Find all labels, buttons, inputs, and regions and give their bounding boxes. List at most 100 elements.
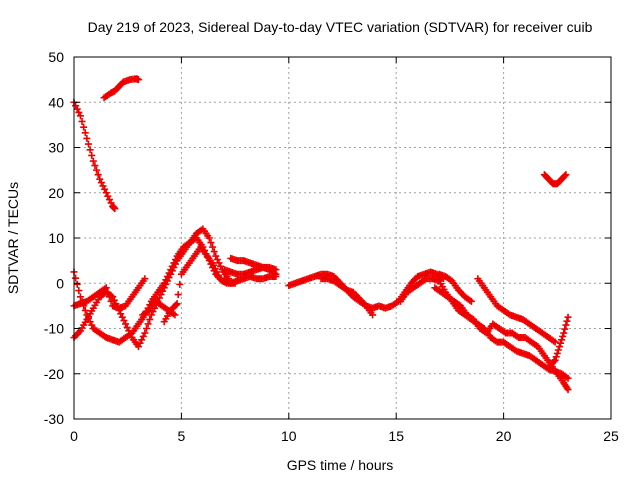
data-point-marker [120,317,128,325]
data-point-marker [173,300,181,308]
data-point-marker [551,356,559,364]
data-point-marker [176,280,184,288]
data-point-marker [144,320,152,328]
data-point-marker [76,293,84,301]
x-tick-label: 5 [178,428,186,444]
data-point-marker [93,166,101,174]
data-point-marker [561,325,569,333]
y-tick-label: -30 [44,411,64,427]
data-point-marker [83,134,91,142]
data-point-marker [105,196,113,204]
data-point-marker [84,140,92,148]
data-point-marker [72,274,80,282]
data-point-marker [117,310,125,318]
data-point-marker [555,343,563,351]
series-track-3 [540,171,570,188]
data-point-marker [118,313,126,321]
data-point-marker [78,117,86,125]
series-track-12 [317,275,377,319]
data-point-marker [99,182,107,190]
x-axis-label: GPS time / hours [287,457,394,473]
chart-title: Day 219 of 2023, Sidereal Day-to-day VTE… [88,19,593,35]
data-point-marker [467,297,475,305]
data-point-marker [86,146,94,154]
data-point-marker [94,171,102,179]
grid-lines [74,57,611,419]
data-point-marker [111,205,119,213]
series-track-16 [474,275,559,346]
data-point-marker [88,151,96,159]
data-point-marker [104,288,112,296]
y-tick-label: 30 [48,140,64,156]
x-tick-label: 10 [281,428,297,444]
data-point-marker [553,349,561,357]
data-point-marker [105,293,113,301]
data-point-marker [104,192,112,200]
y-tick-label: 10 [48,230,64,246]
data-point-marker [97,179,105,187]
y-tick-label: 20 [48,185,64,201]
data-point-marker [564,386,572,394]
data-point-marker [75,108,83,116]
axis-ticks: 0 5 10 15 20 25 -30 -20 -10 0 10 20 30 40 50 [44,49,619,444]
data-point-marker [207,239,215,247]
data-point-marker [134,76,142,84]
data-point-marker [142,325,150,332]
data-point-marker [550,357,558,365]
data-point-marker [564,374,572,382]
data-point-marker [139,332,147,340]
y-tick-label: 40 [48,94,64,110]
x-tick-label: 25 [603,428,619,444]
data-point-marker [101,185,109,193]
data-point-marker [562,321,570,329]
data-point-marker [213,255,221,263]
data-point-marker [146,315,154,323]
y-axis-label: SDTVAR / TECUs [5,182,21,294]
data-point-marker [551,338,559,346]
data-point-marker [552,353,560,361]
data-point-marker [75,287,83,295]
y-tick-label: -10 [44,321,64,337]
data-point-marker [102,189,110,197]
data-point-marker [76,112,84,120]
data-point-marker [560,329,568,337]
data-point-marker [138,336,146,344]
data-point-marker [141,329,149,337]
data-point-marker [559,332,567,340]
data-point-marker [80,123,88,131]
data-point-marker [272,266,280,274]
series-track-10 [227,254,280,274]
x-tick-label: 15 [388,428,404,444]
data-point-marker [72,102,80,110]
data-point-marker [205,234,213,242]
data-point-marker [107,297,115,305]
series-track-17 [547,313,572,369]
data-point-marker [564,313,572,321]
data-point-marker [123,323,131,331]
data-point-marker [96,175,104,183]
series-track-6 [70,275,149,312]
y-tick-label: 50 [48,49,64,65]
data-point-marker [73,280,81,288]
data-point-marker [557,339,565,347]
data-point-marker [81,306,89,314]
data-point-marker [562,171,570,179]
data-point-marker [210,248,218,256]
series-track-1 [70,98,119,213]
data-point-marker [369,311,377,319]
series-track-2 [100,75,142,102]
x-tick-label: 20 [496,428,512,444]
data-point-marker [212,252,220,260]
data-point-marker [91,162,99,170]
data-point-marker [209,243,217,251]
data-point-marker [81,129,89,137]
y-tick-label: 0 [56,275,64,291]
data-point-marker [563,317,571,325]
series-track-14 [431,284,572,394]
x-tick-label: 0 [70,428,78,444]
data-point-marker [73,105,81,113]
data-point-marker [558,336,566,344]
y-tick-label: -20 [44,366,64,382]
data-point-marker [122,320,130,328]
